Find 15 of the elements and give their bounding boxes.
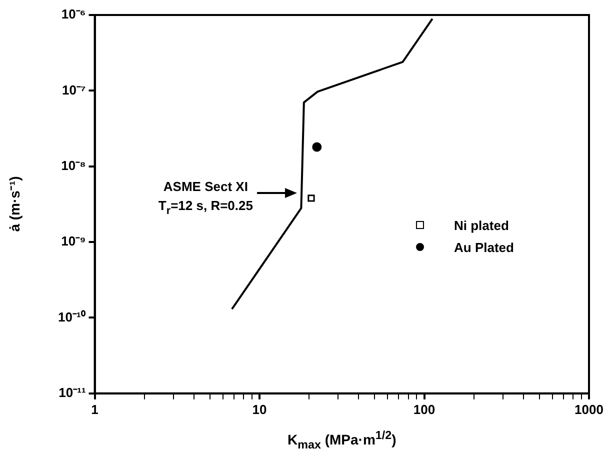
y-axis-title: ȧ (m·s⁻¹) [6,176,24,232]
x-tick-label: 10 [252,402,267,417]
x-tick-label: 100 [413,402,436,417]
y-tick-label: 10⁻¹⁰ [58,309,86,324]
y-tick-label: 10⁻⁸ [61,158,86,173]
y-tick-label: 10⁻¹¹ [58,384,86,400]
x-axis-title: K$_{max}$ (MPa·m$^{1/2}$) [287,429,396,452]
annotation: ASME Sect XI T$_{r}$=12 s, R=0.25 [158,178,253,219]
x-tick-label: 1000 [574,402,604,417]
legend-label: Au Plated [454,240,514,255]
x-tick-label: 1 [91,402,98,417]
y-tick-label: 10⁻⁶ [61,6,86,22]
y-tick-label: 10⁻⁹ [61,234,86,249]
legend-label: Ni plated [454,218,509,233]
y-tick-label: 10⁻⁷ [62,82,86,98]
